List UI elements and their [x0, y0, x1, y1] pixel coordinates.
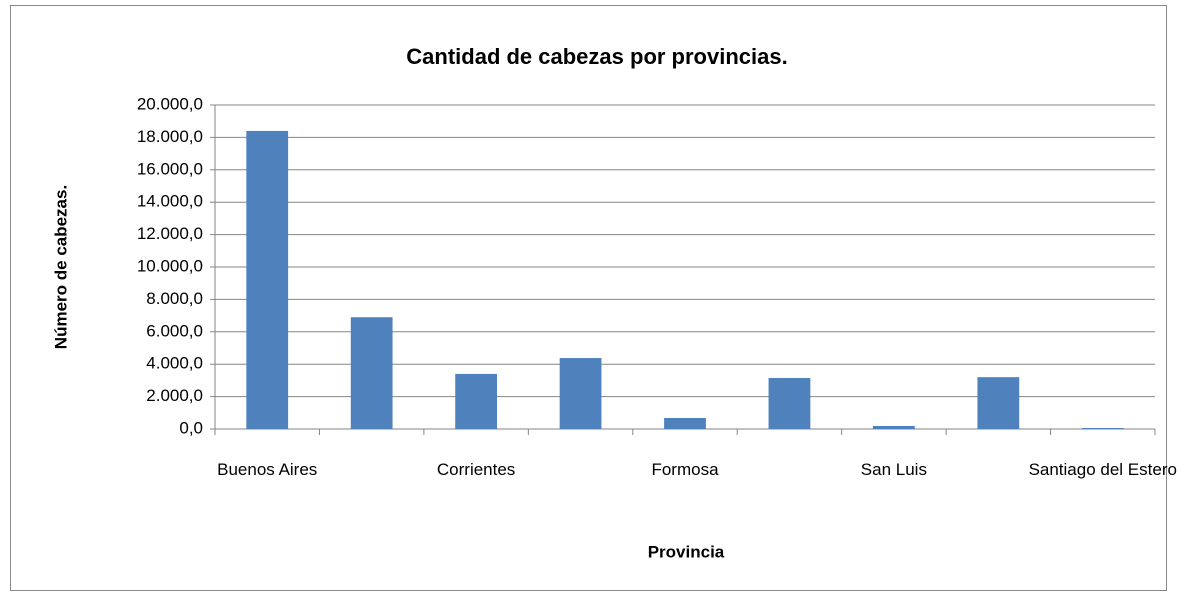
chart-border — [10, 5, 1167, 591]
bar — [350, 317, 393, 429]
y-tick-label: 2.000,0 — [146, 386, 203, 405]
bar — [455, 373, 497, 429]
x-tick-label: Corrientes — [436, 460, 516, 479]
x-tick-label: Santiago del Estero — [1028, 460, 1177, 479]
bar — [1081, 428, 1124, 429]
y-tick-label: 0,0 — [179, 418, 203, 437]
y-tick-label: 18.000,0 — [137, 127, 203, 146]
y-axis-title: Número de cabezas. — [51, 185, 70, 349]
y-tick-label: 6.000,0 — [146, 321, 203, 340]
bar — [664, 417, 706, 429]
x-tick-label: San Luis — [860, 460, 927, 479]
y-tick-label: 14.000,0 — [137, 192, 203, 211]
y-tick-label: 8.000,0 — [146, 289, 203, 308]
y-tick-label: 4.000,0 — [146, 354, 203, 373]
bar — [768, 377, 811, 429]
x-axis-title: Provincia — [648, 542, 725, 561]
y-tick-label: 20.000,0 — [137, 94, 203, 113]
chart-title: Cantidad de cabezas por provincias. — [406, 44, 787, 69]
bar — [246, 130, 289, 430]
bar — [873, 426, 915, 429]
bar — [559, 358, 602, 429]
x-tick-label: Buenos Aires — [217, 460, 318, 479]
y-tick-label: 12.000,0 — [137, 224, 203, 243]
bar — [977, 377, 1020, 429]
x-tick-label: Formosa — [651, 460, 719, 479]
y-tick-label: 16.000,0 — [137, 159, 203, 178]
y-tick-label: 10.000,0 — [137, 256, 203, 275]
